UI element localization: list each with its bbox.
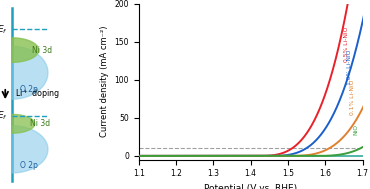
Text: Ni 3d: Ni 3d	[31, 46, 52, 55]
Text: Ni 3d: Ni 3d	[30, 119, 50, 128]
Text: $E_f$: $E_f$	[0, 23, 8, 36]
Polygon shape	[12, 114, 35, 133]
Polygon shape	[12, 126, 48, 173]
Text: O 2p: O 2p	[20, 85, 38, 94]
Text: 0.1% Li-NiO: 0.1% Li-NiO	[350, 80, 355, 115]
Polygon shape	[12, 38, 39, 62]
X-axis label: Potential (V vs. RHE): Potential (V vs. RHE)	[204, 184, 297, 189]
Text: NiO: NiO	[354, 124, 359, 135]
Polygon shape	[12, 46, 48, 99]
Text: O 2p: O 2p	[20, 161, 38, 170]
Text: 1.0% Li-NiO: 1.0% Li-NiO	[347, 49, 352, 85]
Text: $E_f$: $E_f$	[0, 110, 8, 122]
Text: 0.5% Li-NiO: 0.5% Li-NiO	[344, 27, 349, 62]
Y-axis label: Current density (mA cm⁻²): Current density (mA cm⁻²)	[100, 26, 109, 137]
Text: Li$^+$ doping: Li$^+$ doping	[15, 88, 60, 101]
